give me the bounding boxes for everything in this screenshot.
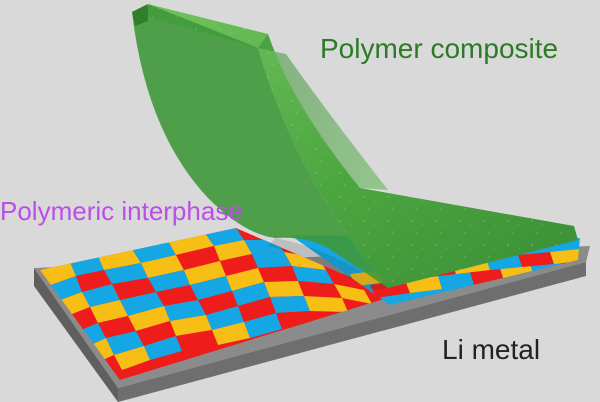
polymeric-interphase-label: Polymeric interphase [0,196,243,226]
polymer-composite-face [258,34,388,190]
li-metal-label: Li metal [442,334,541,365]
sheet-shadow [268,238,388,290]
li-metal-front [118,262,586,402]
li-metal-side [34,268,118,402]
polymer-composite-speckle [132,4,578,288]
polymer-composite-fold [132,4,388,288]
interphase-grains [40,228,394,380]
polymer-composite-label: Polymer composite [320,33,559,64]
